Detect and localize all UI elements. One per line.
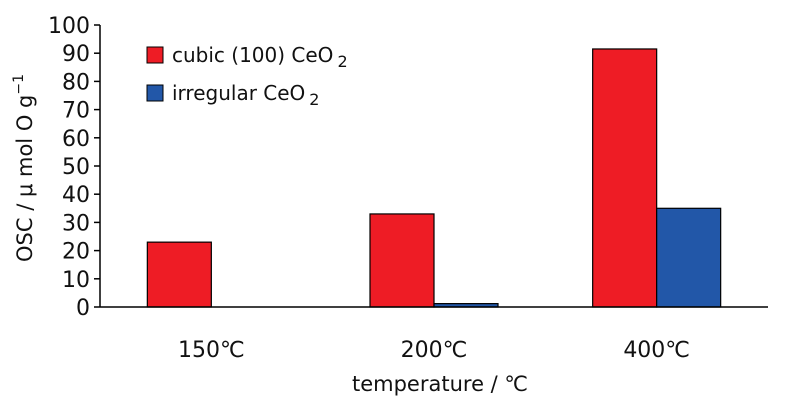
y-tick-label: 90 [62, 42, 90, 67]
bars [146, 48, 722, 308]
bar-series-1-1 [146, 241, 212, 308]
y-tick-label: 80 [62, 70, 90, 95]
y-tick-label: 40 [62, 183, 90, 208]
legend-swatch [146, 46, 164, 64]
bar-series-1-3 [592, 48, 658, 308]
y-tick-label: 50 [62, 155, 90, 180]
y-axis-title: OSC / μ mol O g−1 [11, 74, 37, 262]
x-tick-label: 400℃ [623, 338, 690, 363]
y-tick-label: 70 [62, 99, 90, 124]
legend: cubic (100) CeO 2 irregular CeO 2 [146, 43, 348, 109]
legend-label: irregular CeO 2 [172, 81, 319, 109]
y-tick-label: 100 [48, 14, 90, 39]
x-tick-label: 150℃ [178, 338, 245, 363]
legend-swatch [146, 84, 164, 102]
y-tick-label: 0 [76, 296, 90, 321]
y-tick-label: 30 [62, 211, 90, 236]
x-tick-label: 200℃ [401, 338, 468, 363]
y-axis-ticks: 0 10 20 30 40 50 60 70 80 90 100 [48, 14, 100, 321]
legend-label: cubic (100) CeO 2 [172, 43, 348, 71]
bar-series-1-2 [369, 213, 435, 308]
x-axis-tick-labels: 150℃ 200℃ 400℃ [178, 338, 690, 363]
x-axis-title: temperature / ℃ [352, 372, 528, 396]
bar-series-2-3 [656, 207, 722, 308]
y-tick-label: 60 [62, 127, 90, 152]
y-tick-label: 10 [62, 268, 90, 293]
y-tick-label: 20 [62, 240, 90, 265]
